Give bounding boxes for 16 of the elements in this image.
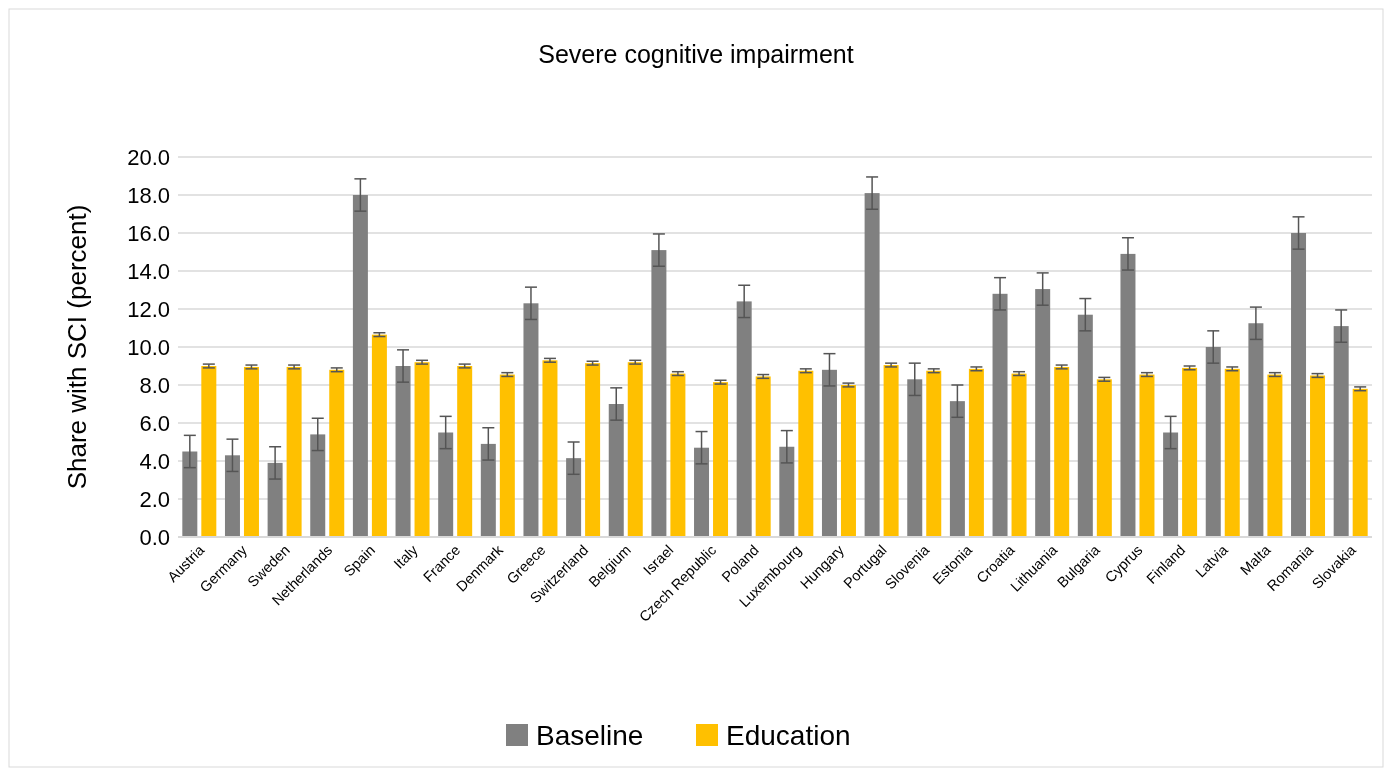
- y-tick-label: 12.0: [127, 296, 170, 322]
- legend-label: Baseline: [536, 719, 644, 751]
- y-tick-label: 8.0: [139, 372, 170, 398]
- y-tick-label: 0.0: [139, 524, 170, 550]
- y-axis-title: Share with SCI (percent): [62, 204, 92, 490]
- y-tick-label: 18.0: [127, 182, 170, 208]
- y-tick-label: 10.0: [127, 334, 170, 360]
- y-tick-label: 20.0: [127, 144, 170, 170]
- y-tick-label: 2.0: [139, 486, 170, 512]
- chart-title: Severe cognitive impairment: [538, 40, 854, 68]
- x-tick-label: Italy: [390, 541, 422, 572]
- legend-label: Education: [726, 719, 851, 751]
- y-tick-label: 4.0: [139, 448, 170, 474]
- y-tick-label: 14.0: [127, 258, 170, 284]
- y-tick-label: 16.0: [127, 220, 170, 246]
- y-tick-label: 6.0: [139, 410, 170, 436]
